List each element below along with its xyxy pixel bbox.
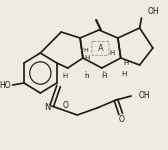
Text: O: O [63,102,69,111]
Text: ḣ: ḣ [85,73,89,80]
Text: H: H [62,73,68,79]
Text: OH: OH [147,8,159,16]
Text: H: H [124,60,129,66]
Text: A: A [97,44,103,53]
Text: H: H [109,50,114,56]
Text: H: H [121,71,126,77]
Text: O: O [119,114,125,123]
Text: HO: HO [0,81,11,90]
Text: H: H [101,73,107,79]
Text: H: H [85,55,90,61]
Text: ̇H: ̇H [85,48,90,53]
Text: OH: OH [139,92,150,100]
Text: N: N [44,103,50,112]
Text: ᴴ: ᴴ [102,72,105,78]
